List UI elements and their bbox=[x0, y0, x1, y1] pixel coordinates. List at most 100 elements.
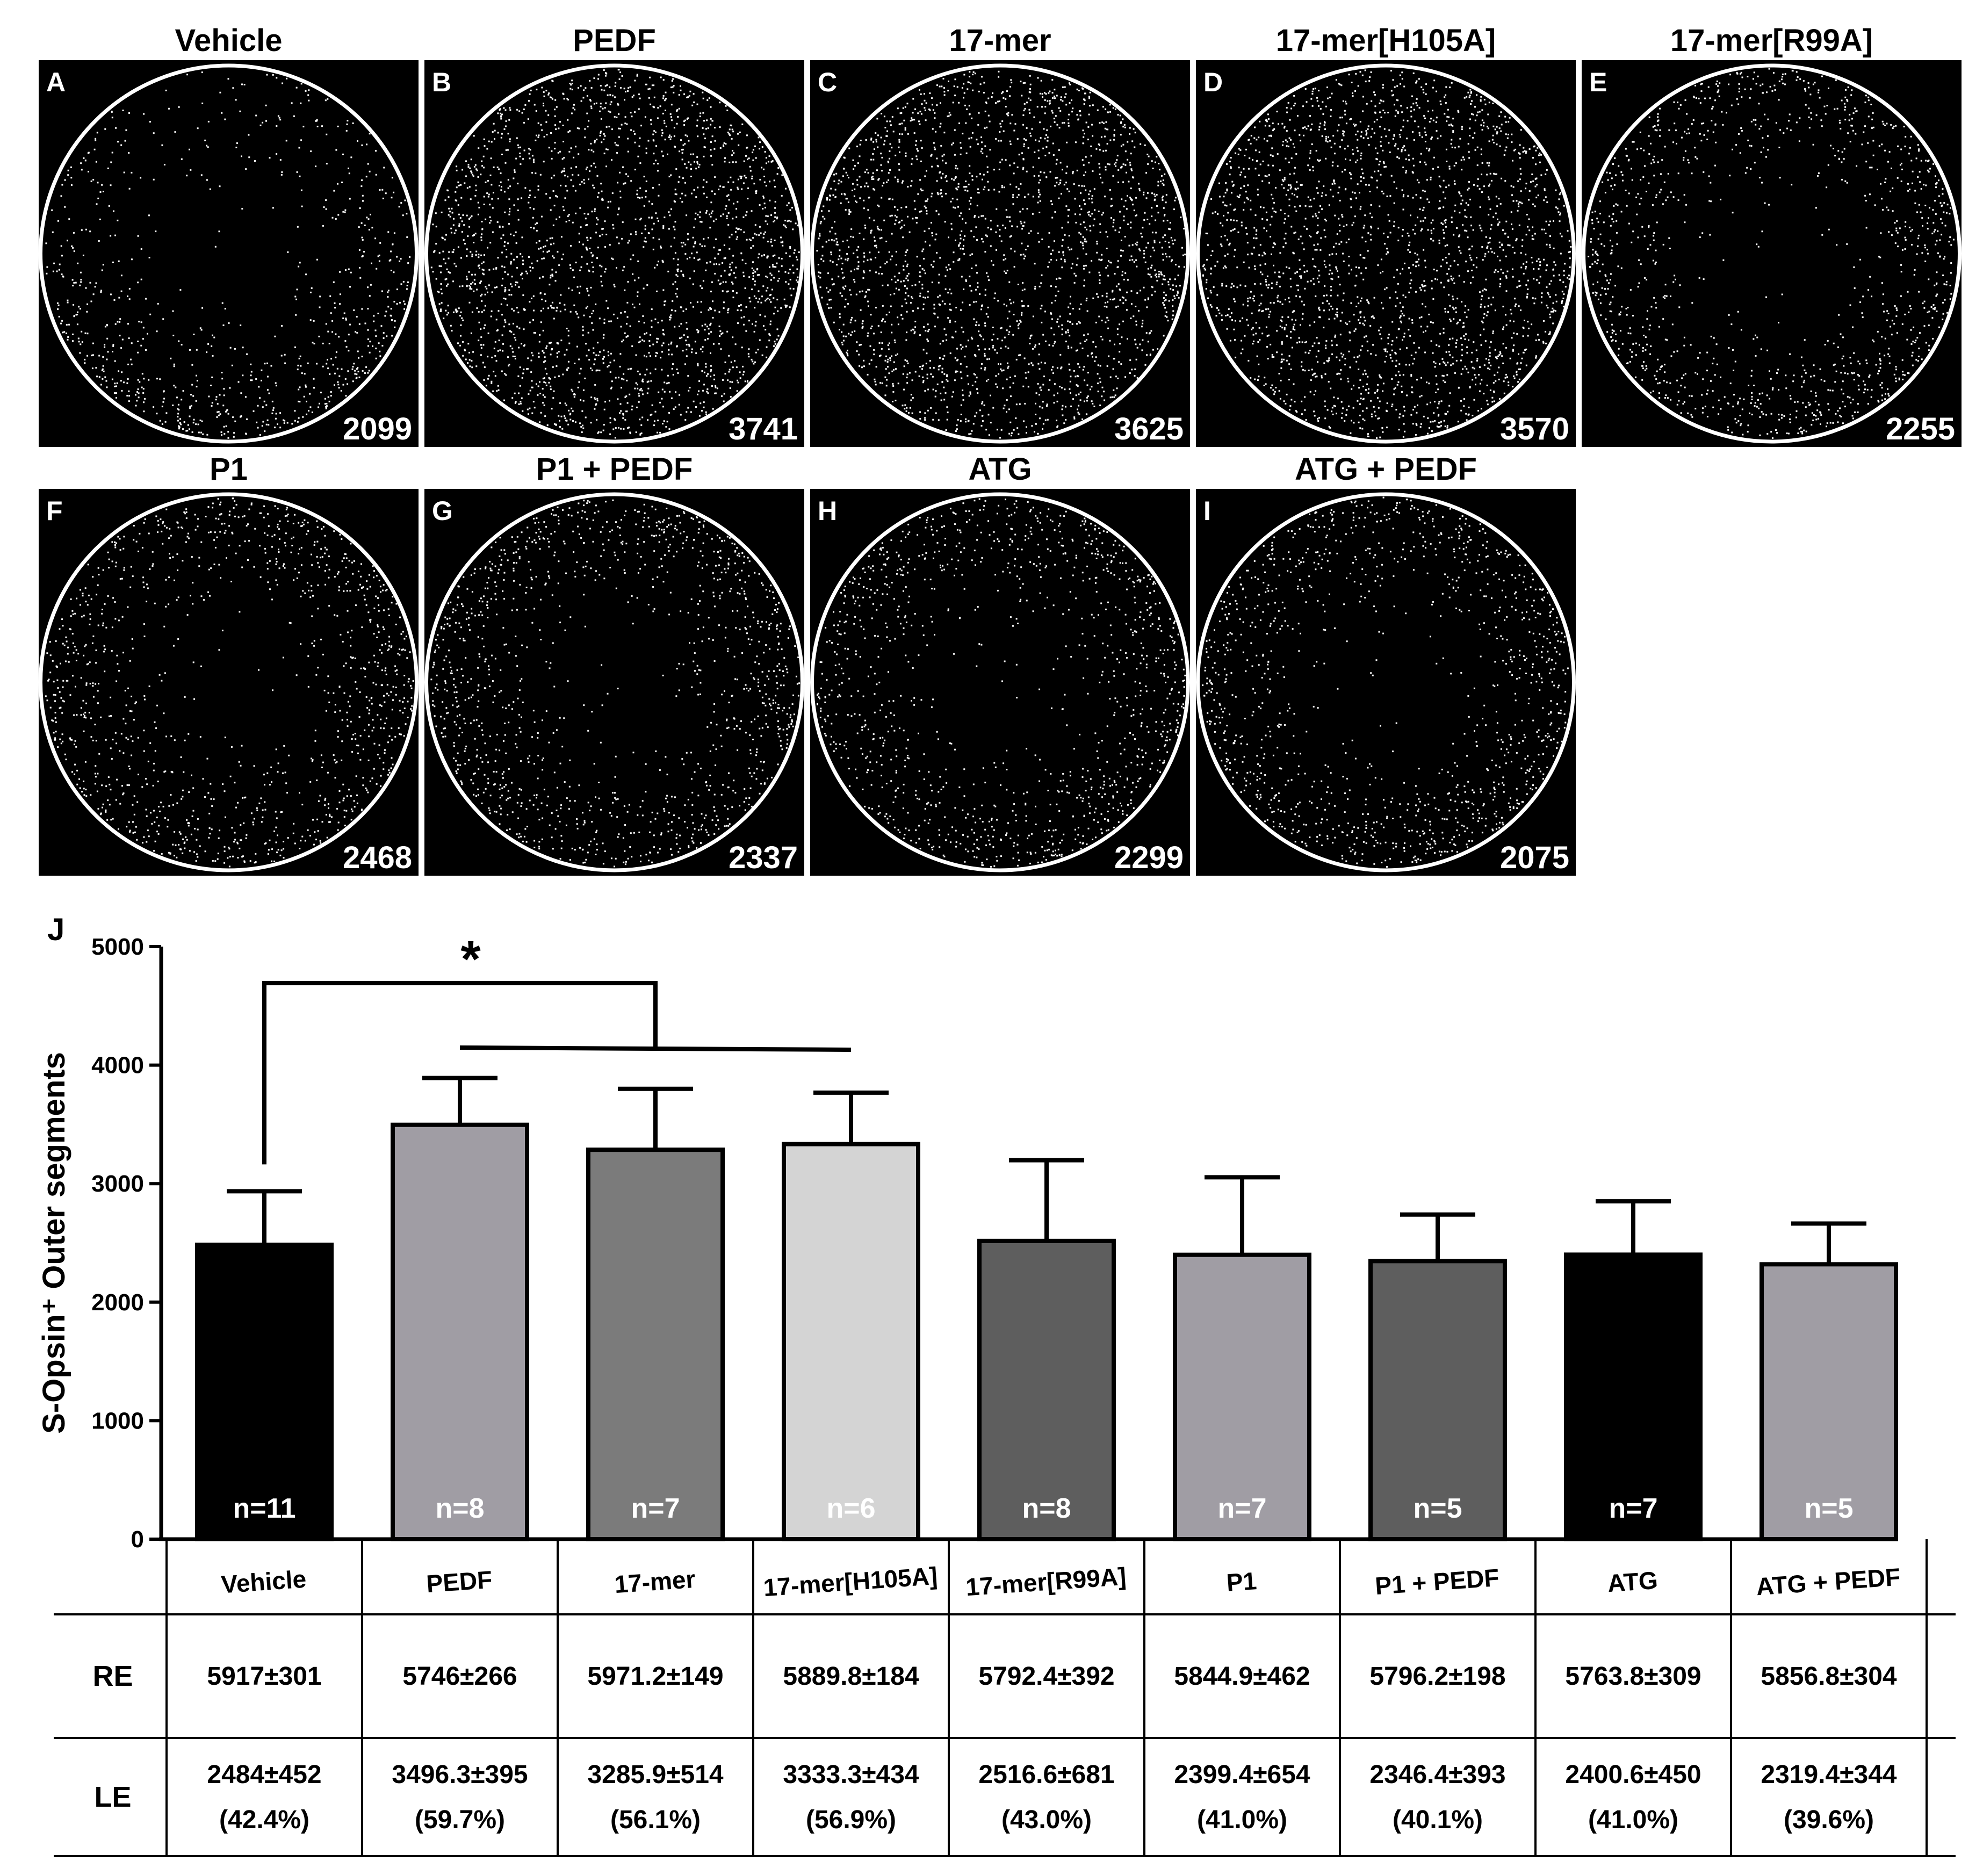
table-cell: 5917±301 bbox=[207, 1662, 321, 1691]
table-row-label-le: LE bbox=[94, 1781, 131, 1813]
panel-letter: F bbox=[46, 496, 63, 526]
y-axis-label: S-Opsin⁺ Outer segments bbox=[37, 1052, 71, 1434]
panel-cell-count: 2468 bbox=[343, 840, 412, 875]
bar-n-label: n=7 bbox=[1217, 1493, 1266, 1524]
table-cell: 5746±266 bbox=[402, 1662, 517, 1691]
bar-2 bbox=[391, 1122, 529, 1542]
table-cell: 5792.4±392 bbox=[978, 1662, 1114, 1691]
panel-title: 17-mer[H105A] bbox=[1276, 23, 1496, 58]
panel-background bbox=[424, 489, 804, 876]
table-cell-percent: (59.7%) bbox=[415, 1806, 505, 1834]
table-cell-percent: (40.1%) bbox=[1393, 1806, 1483, 1834]
panel-letter: B bbox=[432, 67, 451, 97]
bar-n-label: n=8 bbox=[1022, 1493, 1071, 1524]
labeled-cell-dots bbox=[45, 71, 411, 439]
bar-6 bbox=[1173, 1252, 1311, 1541]
bar-n-label: n=5 bbox=[1413, 1493, 1462, 1524]
table-cell-percent: (39.6%) bbox=[1784, 1806, 1874, 1834]
table-cell: 2400.6±450 bbox=[1565, 1760, 1701, 1789]
y-tick-label: 5000 bbox=[91, 934, 144, 960]
x-category-label: 17-mer[R99A] bbox=[965, 1562, 1127, 1601]
x-category-label: PEDF bbox=[426, 1565, 493, 1598]
bar-n-label: n=8 bbox=[435, 1493, 484, 1524]
panel-letter: A bbox=[46, 67, 66, 97]
x-category-label: 17-mer bbox=[614, 1565, 696, 1598]
panel-title: ATG bbox=[968, 452, 1032, 487]
retina-panel-g: G 2337 bbox=[424, 489, 804, 876]
panel-cell-count: 2255 bbox=[1886, 412, 1955, 446]
retina-panel-f: F 2468 bbox=[39, 489, 419, 876]
table-cell-percent: (43.0%) bbox=[1001, 1806, 1092, 1834]
panel-title: P1 + PEDF bbox=[536, 452, 693, 487]
y-tick-label: 2000 bbox=[91, 1289, 144, 1316]
panel-letter: I bbox=[1203, 496, 1211, 526]
labeled-cell-dots bbox=[816, 70, 1186, 439]
table-cell: 3496.3±395 bbox=[392, 1760, 528, 1789]
panel-background bbox=[810, 60, 1190, 447]
x-category-label: 17-mer[H105A] bbox=[762, 1562, 939, 1602]
panel-cell-count: 3625 bbox=[1114, 412, 1184, 446]
panel-title: P1 bbox=[210, 452, 248, 487]
retina-outline bbox=[810, 492, 1190, 872]
table-cell: 2484±452 bbox=[207, 1760, 321, 1789]
bar-3 bbox=[586, 1148, 725, 1541]
table-cell-percent: (42.4%) bbox=[219, 1806, 309, 1834]
panel-background bbox=[1196, 489, 1576, 876]
retina-panel-d: D 3570 bbox=[1196, 60, 1576, 447]
panel-letter: C bbox=[818, 67, 837, 97]
table-cell: 5844.9±462 bbox=[1174, 1662, 1310, 1691]
retina-outline bbox=[810, 63, 1190, 444]
labeled-cell-dots bbox=[817, 498, 1186, 868]
panel-letter: D bbox=[1203, 67, 1223, 97]
table-cell-percent: (41.0%) bbox=[1197, 1806, 1287, 1834]
retina-outline bbox=[39, 63, 419, 444]
retina-outline bbox=[39, 492, 419, 872]
x-category-label: Vehicle bbox=[220, 1565, 307, 1599]
panel-title: PEDF bbox=[573, 23, 656, 58]
table-cell-percent: (56.9%) bbox=[806, 1806, 896, 1834]
retina-panel-h: H 2299 bbox=[810, 489, 1190, 876]
labeled-cell-dots bbox=[1202, 496, 1569, 868]
bar-8 bbox=[1564, 1252, 1703, 1542]
bar-1 bbox=[195, 1243, 334, 1541]
bar-n-label: n=11 bbox=[233, 1493, 295, 1524]
retina-panel-b: B 3741 bbox=[424, 60, 804, 447]
panel-title: 17-mer[R99A] bbox=[1670, 23, 1873, 58]
table-cell: 5856.8±304 bbox=[1761, 1662, 1897, 1691]
table-cell: 5763.8±309 bbox=[1565, 1662, 1701, 1691]
significance-bracket bbox=[262, 981, 658, 1165]
table-cell: 3285.9±514 bbox=[587, 1760, 724, 1789]
bar-n-label: n=5 bbox=[1804, 1493, 1853, 1524]
table-cell-percent: (41.0%) bbox=[1588, 1806, 1678, 1834]
bar-9 bbox=[1760, 1262, 1898, 1541]
bar-4 bbox=[782, 1142, 920, 1542]
y-tick-label: 4000 bbox=[91, 1052, 144, 1079]
retina-outline bbox=[1582, 63, 1962, 444]
panel-title: Vehicle bbox=[175, 23, 283, 58]
table-cell: 5796.2±198 bbox=[1369, 1662, 1505, 1691]
panel-title: ATG + PEDF bbox=[1295, 452, 1477, 487]
table-cell: 2319.4±344 bbox=[1761, 1760, 1897, 1789]
x-category-label: P1 + PEDF bbox=[1374, 1563, 1500, 1600]
retina-panel-c: C 3625 bbox=[810, 60, 1190, 447]
table-cell: 5889.8±184 bbox=[783, 1662, 919, 1691]
table-cell: 5971.2±149 bbox=[587, 1662, 723, 1691]
labeled-cell-dots bbox=[45, 497, 414, 868]
bar-n-label: n=7 bbox=[631, 1493, 680, 1524]
panel-title: 17-mer bbox=[949, 23, 1051, 58]
labeled-cell-dots bbox=[1202, 69, 1572, 439]
bar-n-label: n=6 bbox=[826, 1493, 875, 1524]
labeled-cell-dots bbox=[430, 499, 801, 868]
y-tick-label: 1000 bbox=[91, 1408, 144, 1434]
panel-cell-count: 3570 bbox=[1500, 412, 1569, 446]
retina-outline bbox=[424, 492, 804, 872]
retina-outline bbox=[1196, 63, 1576, 444]
panel-background bbox=[1582, 60, 1962, 447]
y-tick-label: 0 bbox=[131, 1526, 144, 1553]
panel-cell-count: 2075 bbox=[1500, 840, 1569, 875]
panel-background bbox=[39, 60, 419, 447]
table-cell: 2516.6±681 bbox=[978, 1760, 1114, 1789]
x-category-label: ATG bbox=[1606, 1566, 1658, 1597]
panel-cell-count: 2299 bbox=[1114, 840, 1184, 875]
